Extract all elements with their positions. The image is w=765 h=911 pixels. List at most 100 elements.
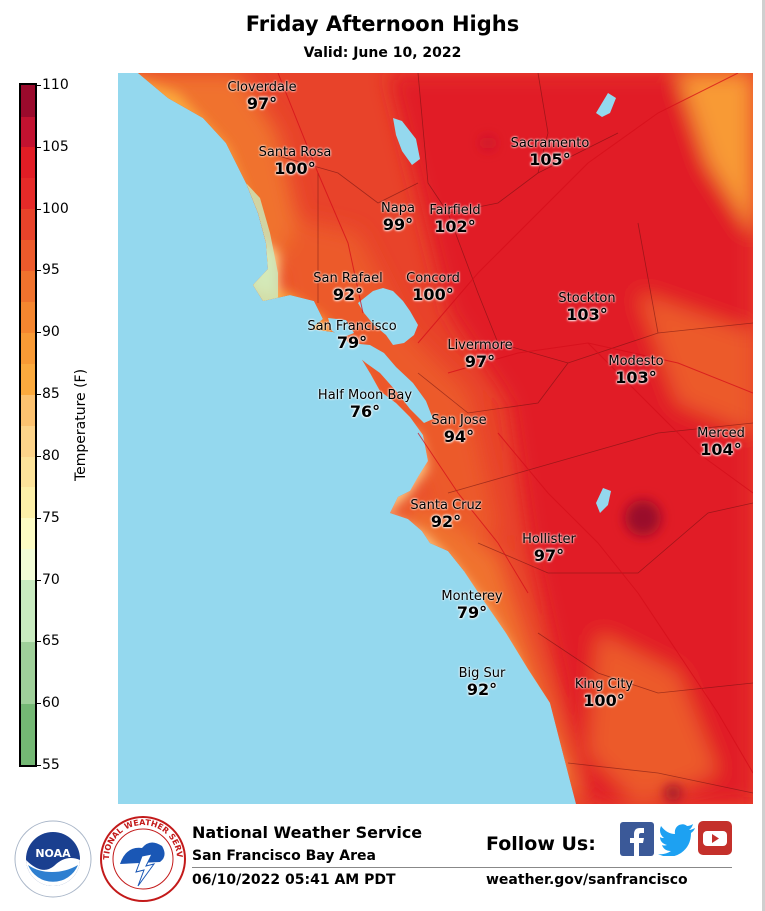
city-label: Concord 100° xyxy=(406,271,460,304)
city-label: Modesto 103° xyxy=(608,354,663,387)
legend-tick-label: 110 xyxy=(42,77,69,93)
city-temperature: 92° xyxy=(332,285,364,304)
city-name: Santa Cruz xyxy=(410,498,482,513)
legend-tick-label: 95 xyxy=(42,262,60,279)
county-boundaries xyxy=(267,73,753,794)
temperature-color-legend xyxy=(19,83,37,767)
city-label: Half Moon Bay 76° xyxy=(318,388,412,421)
legend-swatch xyxy=(21,85,35,117)
city-label: Hollister 97° xyxy=(522,532,576,565)
legend-swatch xyxy=(21,703,35,765)
legend-tick-label: 65 xyxy=(42,633,60,650)
legend-swatch xyxy=(21,363,35,395)
legend-tick-mark xyxy=(37,641,41,643)
legend-tick-mark xyxy=(37,270,41,272)
city-label: Monterey 79° xyxy=(441,589,502,622)
legend-swatch xyxy=(21,455,35,488)
legend-tick-mark xyxy=(37,85,41,86)
city-label: Cloverdale 97° xyxy=(227,80,296,113)
city-name: Merced xyxy=(697,426,745,441)
legend-swatch xyxy=(21,486,35,519)
legend-swatch xyxy=(21,208,35,241)
legend-tick-label: 60 xyxy=(42,695,60,712)
city-name: Modesto xyxy=(608,354,664,369)
map-graphic xyxy=(118,73,753,804)
city-label: Santa Cruz 92° xyxy=(410,498,481,531)
city-temperature: 102° xyxy=(434,217,476,236)
city-label: San Francisco 79° xyxy=(307,319,396,352)
city-name: Santa Rosa xyxy=(258,145,332,160)
legend-swatch xyxy=(21,239,35,272)
bays-and-lakes xyxy=(328,93,616,513)
city-name: Big Sur xyxy=(458,666,506,681)
legend-tick-mark xyxy=(37,765,41,766)
city-temperature: 92° xyxy=(466,680,498,699)
city-temperature: 104° xyxy=(700,440,742,459)
facebook-icon[interactable] xyxy=(620,822,654,860)
city-label: Stockton 103° xyxy=(558,291,615,324)
nws-logo: NATIONAL WEATHER SERVICE xyxy=(97,809,186,906)
legend-swatch xyxy=(21,115,35,148)
city-label: Fairfield 102° xyxy=(429,203,480,236)
legend-tick-mark xyxy=(37,208,41,210)
issue-timestamp: 06/10/2022 05:41 AM PDT xyxy=(192,872,396,888)
legend-swatch xyxy=(21,146,35,179)
city-temperature: 103° xyxy=(566,305,608,324)
legend-tick-label: 55 xyxy=(42,757,60,773)
legend-swatch xyxy=(21,517,35,550)
city-name: King City xyxy=(574,677,634,692)
city-name: Monterey xyxy=(441,589,503,604)
city-name: San Rafael xyxy=(313,271,383,286)
legend-tick-mark xyxy=(37,517,41,519)
noaa-logo: NOAA xyxy=(14,820,92,902)
legend-swatch xyxy=(21,270,35,302)
city-temperature: 100° xyxy=(583,691,625,710)
city-label: San Jose 94° xyxy=(431,413,486,446)
city-temperature: 99° xyxy=(382,215,414,234)
city-temperature: 100° xyxy=(274,159,316,178)
youtube-icon[interactable] xyxy=(698,821,732,859)
city-label: Sacramento 105° xyxy=(511,136,590,169)
city-temperature: 92° xyxy=(430,512,462,531)
legend-swatch xyxy=(21,548,35,581)
city-temperature: 79° xyxy=(336,333,368,352)
city-temperature: 97° xyxy=(464,352,496,371)
legend-tick-mark xyxy=(37,455,41,457)
city-name: Livermore xyxy=(447,338,513,353)
footer: NOAA NATIONAL WEATHER SERVICE National W… xyxy=(0,808,765,911)
city-name: Cloverdale xyxy=(227,80,297,95)
city-label: King City 100° xyxy=(575,677,633,710)
legend-tick-mark xyxy=(37,394,41,396)
city-name: San Jose xyxy=(431,413,487,428)
legend-tick-label: 70 xyxy=(42,571,60,588)
city-name: Sacramento xyxy=(510,136,590,151)
city-temperature: 94° xyxy=(443,427,475,446)
legend-swatch xyxy=(21,301,35,333)
valid-date: Valid: June 10, 2022 xyxy=(303,45,462,61)
city-label: Napa 99° xyxy=(381,201,415,234)
org-name: National Weather Service xyxy=(192,823,423,842)
city-name: San Francisco xyxy=(307,319,397,334)
city-label: Big Sur 92° xyxy=(459,666,506,699)
city-temperature: 79° xyxy=(456,603,488,622)
twitter-icon[interactable] xyxy=(658,824,696,860)
city-temperature: 76° xyxy=(349,402,381,421)
legend-swatch xyxy=(21,332,35,364)
legend-tick-label: 100 xyxy=(42,200,69,217)
legend-swatch xyxy=(21,177,35,210)
office-name: San Francisco Bay Area xyxy=(192,848,376,864)
city-label: Santa Rosa 100° xyxy=(259,145,332,178)
city-label: Livermore 97° xyxy=(447,338,512,371)
legend-tick-mark xyxy=(37,332,41,334)
city-temperature: 97° xyxy=(533,546,565,565)
legend-tick-mark xyxy=(37,579,41,581)
legend-tick-label: 80 xyxy=(42,447,60,464)
city-temperature: 97° xyxy=(246,94,278,113)
legend-tick-label: 85 xyxy=(42,386,60,403)
city-name: Fairfield xyxy=(429,203,481,218)
city-temperature: 100° xyxy=(412,285,454,304)
right-frame-border xyxy=(762,0,765,911)
legend-tick-label: 105 xyxy=(42,138,69,155)
website-link[interactable]: weather.gov/sanfrancisco xyxy=(486,872,688,888)
legend-tick-label: 75 xyxy=(42,509,60,526)
